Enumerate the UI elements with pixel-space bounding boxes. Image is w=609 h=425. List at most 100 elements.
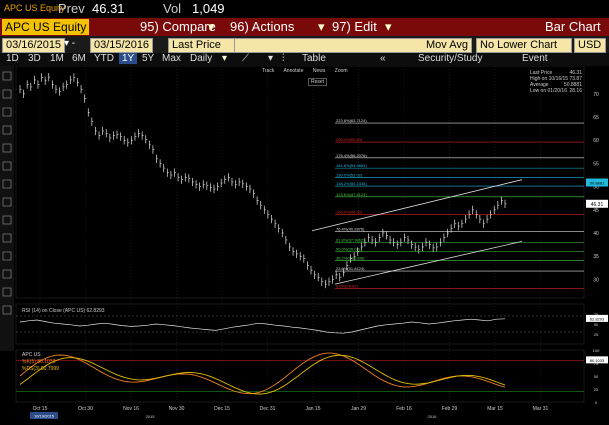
arrow-icon <box>2 197 12 207</box>
study-field-select[interactable]: Mov Avg <box>234 38 472 53</box>
stoch-k-label: %K(5) 80.1033 <box>22 359 56 365</box>
avg-price-tag-bg <box>586 178 608 187</box>
fib-label: 0.0%(28.00) <box>336 284 358 289</box>
price-chart-svg: 223.6%(63.7124) 200.0%(59.60) 176.4%(56.20… <box>0 65 609 420</box>
x-year-label: 2015 <box>146 414 156 419</box>
period-ytd[interactable]: YTD <box>94 53 114 64</box>
compare-menu[interactable]: 95) Compare <box>140 19 216 34</box>
lower-chart-select[interactable]: No Lower Chart <box>476 38 572 53</box>
stoch-tag-bg <box>586 356 608 364</box>
date-tag-bg <box>30 412 58 419</box>
channel-upper-line <box>311 179 523 232</box>
prev-value: 46.31 <box>92 1 125 16</box>
eraser-icon <box>2 251 12 261</box>
edit-chevron-icon[interactable]: ▾ <box>385 19 392 34</box>
price-axis-tick: 50 <box>593 185 599 191</box>
x-axis-tick: Jan 29 <box>351 406 366 412</box>
vol-label: Vol <box>163 1 182 16</box>
x-axis-tick: Feb 29 <box>442 406 458 412</box>
stoch-legend: APC US %K(5) 80.1033 %DS(3) 80.7999 <box>22 352 59 373</box>
stoch-d-line <box>19 354 506 395</box>
quote-header: APC US Equity Prev 46.31 Vol 1,049 <box>0 0 609 18</box>
chart-type-chevron-icon[interactable]: ▾ <box>268 53 274 64</box>
security-study-button[interactable]: Security/Study <box>418 53 483 64</box>
legend-high-val: 73.87 <box>569 76 582 82</box>
legend-last-val: 46.31 <box>569 70 582 76</box>
period-5y[interactable]: 5Y <box>142 53 155 64</box>
compare-chevron-icon[interactable]: ▾ <box>208 19 215 34</box>
rsi-axis-tick: 25 <box>594 332 599 337</box>
mini-toolbar: Track Annotate News Zoom <box>262 68 348 74</box>
frequency-chevron-icon[interactable]: ▾ <box>222 53 228 64</box>
shape-icon <box>2 179 12 189</box>
currency-select[interactable]: USD <box>574 38 606 53</box>
settings-icon <box>2 305 12 315</box>
cursor-icon <box>2 71 12 81</box>
rsi-axis-tick: 50 <box>594 322 599 327</box>
legend-avg-val: 50.8881 <box>563 82 582 88</box>
zoom-button[interactable]: Zoom <box>334 68 348 74</box>
news-button[interactable]: News <box>312 68 326 74</box>
start-date-field[interactable]: 03/16/2015 <box>2 38 66 53</box>
x-axis-tick: Mar 31 <box>533 406 549 412</box>
actions-chevron-icon[interactable]: ▾ <box>318 19 325 34</box>
price-axis-tick: 30 <box>593 277 599 283</box>
period-3d[interactable]: 3D <box>28 53 41 64</box>
fib-label: 161.8%(53.9862) <box>336 163 367 168</box>
table-button[interactable]: Table <box>302 53 326 64</box>
legend-avg-label: Average <box>530 82 549 88</box>
stoch-title: APC US <box>22 352 41 358</box>
collapse-icon[interactable]: « <box>380 53 386 64</box>
magnet-icon <box>2 233 12 243</box>
end-date-field[interactable]: 03/15/2016 <box>90 38 154 53</box>
bar-type-icon[interactable]: ⫶ <box>282 53 285 64</box>
line-chart-icon[interactable]: ⟋ <box>242 53 249 64</box>
fib-label: 200.0%(59.60) <box>336 137 363 142</box>
fib-tool-icon <box>2 143 12 153</box>
menu-bar: APC US Equity 95) Compare ▾ 96) Actions … <box>0 18 609 36</box>
chart-panel: 223.6%(63.7124) 200.0%(59.60) 176.4%(56.20… <box>0 65 609 420</box>
track-button[interactable]: Track <box>262 68 275 74</box>
fib-label: 223.6%(63.7124) <box>336 118 367 123</box>
chart-title: Bar Chart <box>545 19 601 34</box>
stoch-axis-tick: 25 <box>594 387 599 392</box>
fib-label: 23.6%(31.8124) <box>336 266 365 271</box>
reset-button[interactable]: Reset <box>308 78 328 86</box>
fib-label: 50.0%(36.02) <box>336 247 361 252</box>
price-axis-tick: 65 <box>593 115 599 121</box>
stoch-tag: 80.1033 <box>590 358 605 363</box>
rsi-tag-bg <box>586 314 608 322</box>
stoch-axis-tick: 0 <box>595 400 598 405</box>
date-tag: 10/19/2015 <box>34 414 55 419</box>
stoch-k-line <box>19 352 506 395</box>
event-button[interactable]: Event <box>522 53 548 64</box>
period-6m[interactable]: 6M <box>72 53 86 64</box>
current-price-tag-bg <box>586 199 608 208</box>
lock-icon <box>2 269 12 279</box>
period-1m[interactable]: 1M <box>50 53 64 64</box>
period-max[interactable]: Max <box>162 53 181 64</box>
stoch-d-label: %DS(3) 80.7999 <box>22 366 59 372</box>
stoch-panel <box>15 349 585 403</box>
date-separator: ▾ - <box>64 38 76 49</box>
x-axis-tick: Nov 30 <box>169 406 185 412</box>
rsi-tag: 62.8293 <box>590 316 605 321</box>
actions-menu[interactable]: 96) Actions <box>230 19 295 34</box>
prev-label: Prev <box>58 1 85 16</box>
legend-high-label: High on 10/16/15 <box>530 76 569 82</box>
rsi-axis-tick: 75 <box>594 312 599 317</box>
x-year-label: 2016 <box>428 414 438 419</box>
line-tool-icon <box>2 89 12 99</box>
stoch-axis-tick: 50 <box>594 374 599 379</box>
eye-icon <box>2 287 12 297</box>
period-1d[interactable]: 1D <box>6 53 19 64</box>
edit-menu[interactable]: 97) Edit <box>332 19 377 34</box>
measure-icon <box>2 215 12 225</box>
price-field-select[interactable]: Last Price <box>168 38 238 53</box>
fib-label: 150.0%(52.02) <box>336 172 363 177</box>
frequency-select[interactable]: Daily <box>190 53 213 64</box>
security-field[interactable]: APC US Equity <box>2 19 90 35</box>
annotate-button[interactable]: Annotate <box>283 68 304 74</box>
period-1y[interactable]: 1Y <box>119 53 138 64</box>
avg-price-tag: 50.8881 <box>590 181 605 186</box>
